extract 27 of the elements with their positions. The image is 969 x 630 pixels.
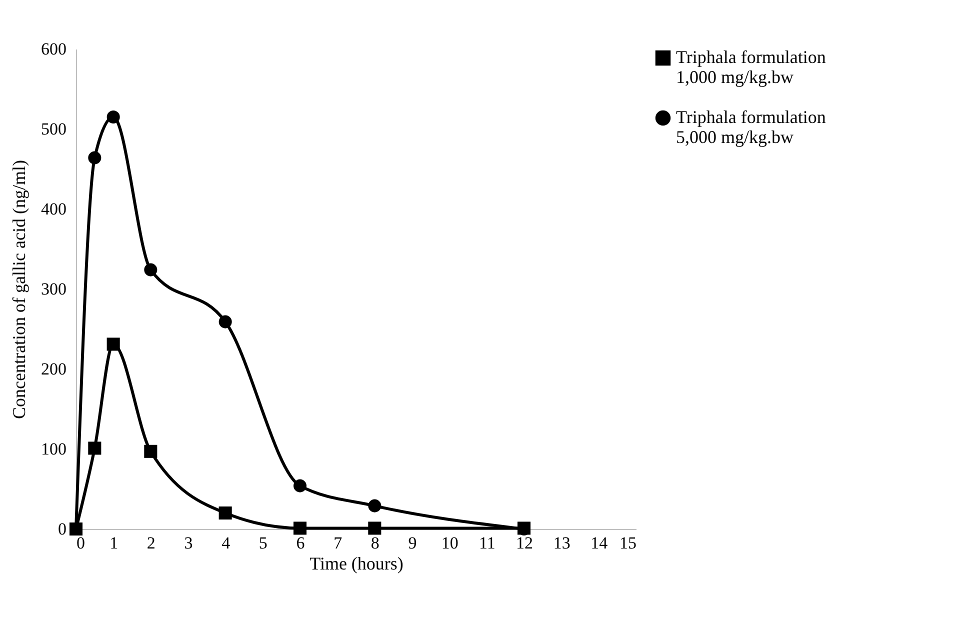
y-tick-label: 0 [58,520,66,538]
y-tick-label: 200 [41,360,66,378]
x-axis-title: Time (hours) [310,554,404,574]
legend-label: Triphala formulation 1,000 mg/kg.bw [676,47,826,87]
x-tick-label: 5 [258,534,268,552]
x-tick-label: 0 [76,534,85,552]
x-tick-label: 6 [296,534,305,552]
x-tick-label: 7 [334,534,343,552]
y-tick-label: 400 [41,200,66,218]
x-tick-label: 13 [553,534,570,552]
y-axis-title: Concentration of gallic acid (ng/ml) [9,160,29,419]
x-tick-label: 15 [620,534,636,552]
y-tick-label: 300 [41,280,66,298]
y-tick-label: 100 [41,440,66,458]
x-tick-label: 11 [478,534,496,552]
x-tick-label: 12 [516,534,533,552]
x-tick-label: 3 [184,534,193,552]
x-tick-label: 1 [110,534,118,552]
x-tick-label: 14 [590,534,608,552]
x-tick-label: 2 [146,534,156,552]
legend-label: Triphala formulation 5,000 mg/kg.bw [676,107,826,147]
x-tick-label: 9 [408,534,417,552]
x-tick-label: 8 [370,534,380,552]
y-tick-label: 600 [41,40,66,58]
x-tick-label: 4 [222,534,231,552]
x-tick-label: 10 [441,534,458,552]
y-tick-label: 500 [41,120,66,138]
